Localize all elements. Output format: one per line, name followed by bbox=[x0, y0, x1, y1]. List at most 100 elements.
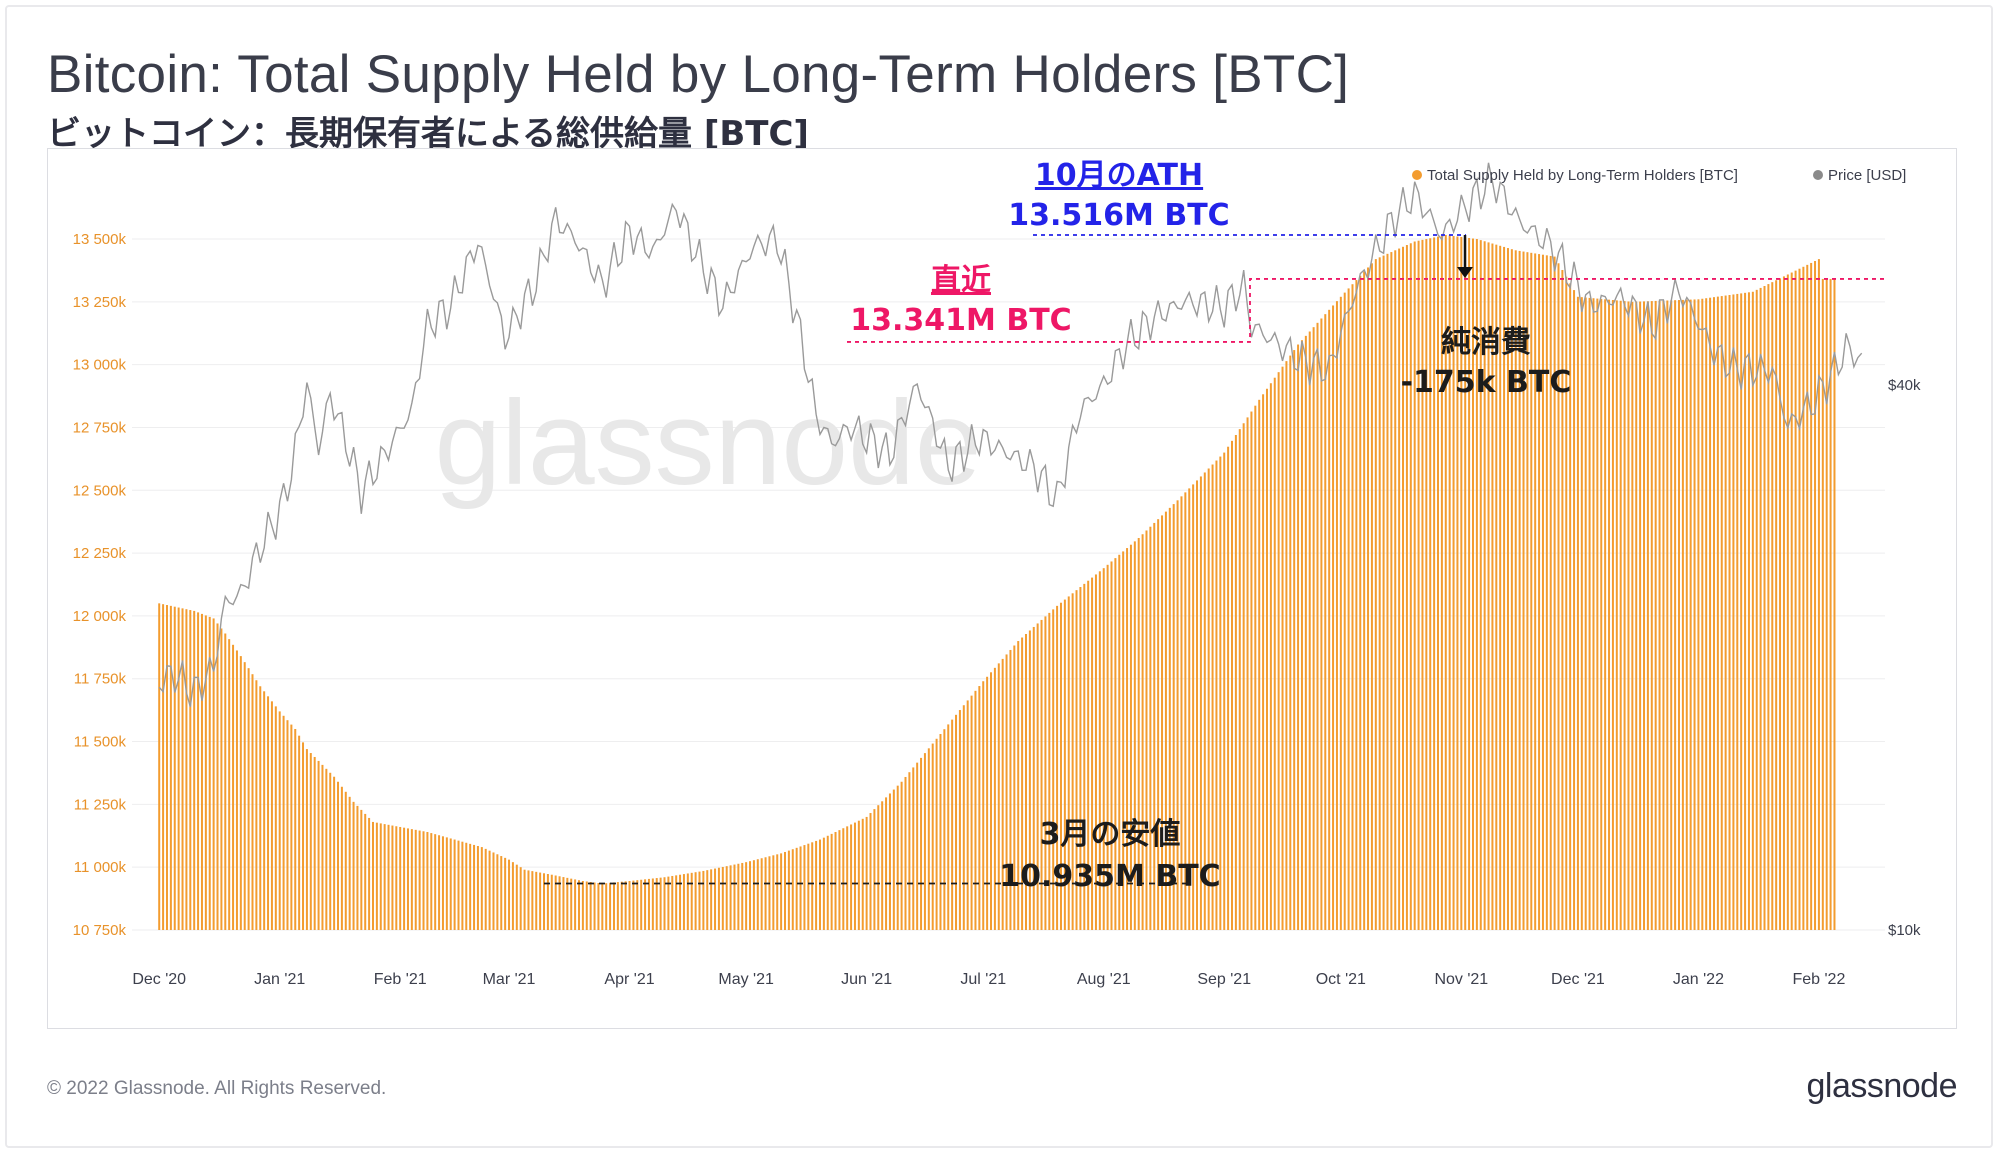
supply-bar bbox=[1635, 301, 1638, 930]
supply-bar bbox=[644, 879, 647, 930]
supply-bar bbox=[1382, 255, 1385, 931]
supply-bar bbox=[671, 875, 674, 930]
chart-legend[interactable]: Total Supply Held by Long-Term Holders [… bbox=[1412, 167, 1906, 184]
y-left-tick-label: 12 750k bbox=[73, 419, 127, 436]
supply-bar bbox=[566, 877, 569, 930]
supply-bar bbox=[628, 881, 631, 930]
supply-bar bbox=[158, 603, 161, 930]
supply-bar bbox=[970, 695, 973, 930]
supply-bar bbox=[1468, 237, 1471, 931]
supply-bar bbox=[383, 824, 386, 930]
chart-frame bbox=[5, 5, 1993, 1148]
supply-bar bbox=[1755, 289, 1758, 930]
supply-bar bbox=[1048, 612, 1051, 930]
supply-bar bbox=[1347, 288, 1350, 930]
supply-bar bbox=[1413, 241, 1416, 931]
supply-bar bbox=[1817, 259, 1820, 930]
supply-bar bbox=[546, 874, 549, 930]
supply-bar bbox=[1056, 605, 1059, 930]
supply-bar bbox=[162, 604, 165, 930]
supply-bar bbox=[1499, 245, 1502, 930]
supply-bar bbox=[232, 644, 235, 930]
supply-bar bbox=[1370, 263, 1373, 931]
supply-bar bbox=[1118, 554, 1121, 930]
supply-bar bbox=[1402, 246, 1405, 931]
recent-guide-line bbox=[847, 278, 1885, 343]
supply-bar bbox=[1506, 248, 1509, 931]
supply-bars bbox=[158, 234, 1836, 931]
supply-bar bbox=[282, 715, 285, 930]
net-arrow-head bbox=[1457, 266, 1473, 278]
y-right-tick-label: $10k bbox=[1888, 922, 1921, 939]
supply-bar bbox=[892, 789, 895, 930]
supply-bar bbox=[1184, 492, 1187, 930]
supply-bar bbox=[577, 880, 580, 930]
supply-bar bbox=[1681, 299, 1684, 930]
supply-bar bbox=[1460, 236, 1463, 930]
annotation-recent-value: 13.341M BTC bbox=[850, 303, 1072, 338]
supply-bar bbox=[1709, 297, 1712, 930]
supply-bar bbox=[1541, 254, 1544, 931]
annotation-recent-title: 直近 bbox=[931, 263, 991, 298]
supply-bar bbox=[1448, 235, 1451, 930]
supply-bar bbox=[570, 878, 573, 930]
supply-bar bbox=[857, 820, 860, 930]
supply-bar bbox=[597, 883, 600, 930]
supply-bar bbox=[850, 824, 853, 930]
supply-bar bbox=[1339, 296, 1342, 930]
legend-supply-label: Total Supply Held by Long-Term Holders [… bbox=[1427, 167, 1738, 184]
supply-bar bbox=[476, 846, 479, 930]
annotation-recent: 直近 13.341M BTC bbox=[841, 261, 1081, 341]
supply-bar bbox=[1619, 300, 1622, 930]
supply-bar bbox=[1335, 301, 1338, 930]
supply-bar bbox=[1351, 284, 1354, 930]
supply-bar bbox=[1332, 305, 1335, 931]
supply-bar bbox=[267, 696, 270, 930]
supply-bar bbox=[818, 839, 821, 930]
supply-bar bbox=[228, 639, 231, 930]
supply-bar bbox=[733, 864, 736, 930]
y-left-tick-label: 12 500k bbox=[73, 482, 127, 499]
supply-bar bbox=[784, 851, 787, 930]
supply-bar bbox=[239, 656, 242, 930]
supply-bar bbox=[1137, 538, 1140, 930]
supply-bar bbox=[1627, 301, 1630, 930]
supply-bar bbox=[682, 874, 685, 930]
supply-bar bbox=[869, 813, 872, 930]
supply-bar bbox=[1526, 252, 1529, 930]
left-axis: 13 500k 13 250k 13 000k 12 750k 12 500k 12 25… bbox=[73, 231, 127, 939]
supply-bar bbox=[348, 796, 351, 930]
supply-bar bbox=[352, 801, 355, 930]
supply-bar bbox=[356, 805, 359, 930]
x-tick-label: Dec '21 bbox=[1551, 971, 1605, 988]
supply-bar bbox=[1456, 236, 1459, 930]
supply-bar bbox=[340, 786, 343, 930]
supply-bar bbox=[368, 817, 371, 930]
supply-bar bbox=[1806, 264, 1809, 930]
supply-bar bbox=[1230, 440, 1233, 930]
supply-bar bbox=[1491, 243, 1494, 930]
supply-bar bbox=[391, 825, 394, 930]
page-subtitle: ビットコイン：長期保有者による総供給量 [BTC] bbox=[47, 114, 809, 154]
x-tick-label: Jan '21 bbox=[254, 971, 305, 988]
supply-bar bbox=[1596, 298, 1599, 930]
supply-bar bbox=[220, 628, 223, 930]
supply-bar bbox=[1405, 245, 1408, 931]
supply-bar bbox=[714, 868, 717, 930]
footer-logo[interactable]: glassnode bbox=[1806, 1067, 1957, 1105]
supply-bar bbox=[1258, 399, 1261, 930]
supply-bar bbox=[1320, 318, 1323, 931]
supply-bar bbox=[1129, 544, 1132, 930]
supply-bar bbox=[900, 781, 903, 930]
annotation-net: 純消費 -175k BTC bbox=[1371, 323, 1601, 403]
supply-bar bbox=[1304, 335, 1307, 930]
supply-bar bbox=[752, 860, 755, 930]
supply-bar bbox=[1557, 263, 1560, 931]
supply-bar bbox=[1646, 301, 1649, 931]
supply-bar bbox=[1775, 280, 1778, 930]
supply-bar bbox=[558, 876, 561, 930]
supply-bar bbox=[951, 719, 954, 930]
annotation-low: 3月の安値 10.935M BTC bbox=[980, 814, 1240, 898]
x-tick-label: Oct '21 bbox=[1316, 971, 1366, 988]
supply-bar bbox=[1242, 423, 1245, 930]
